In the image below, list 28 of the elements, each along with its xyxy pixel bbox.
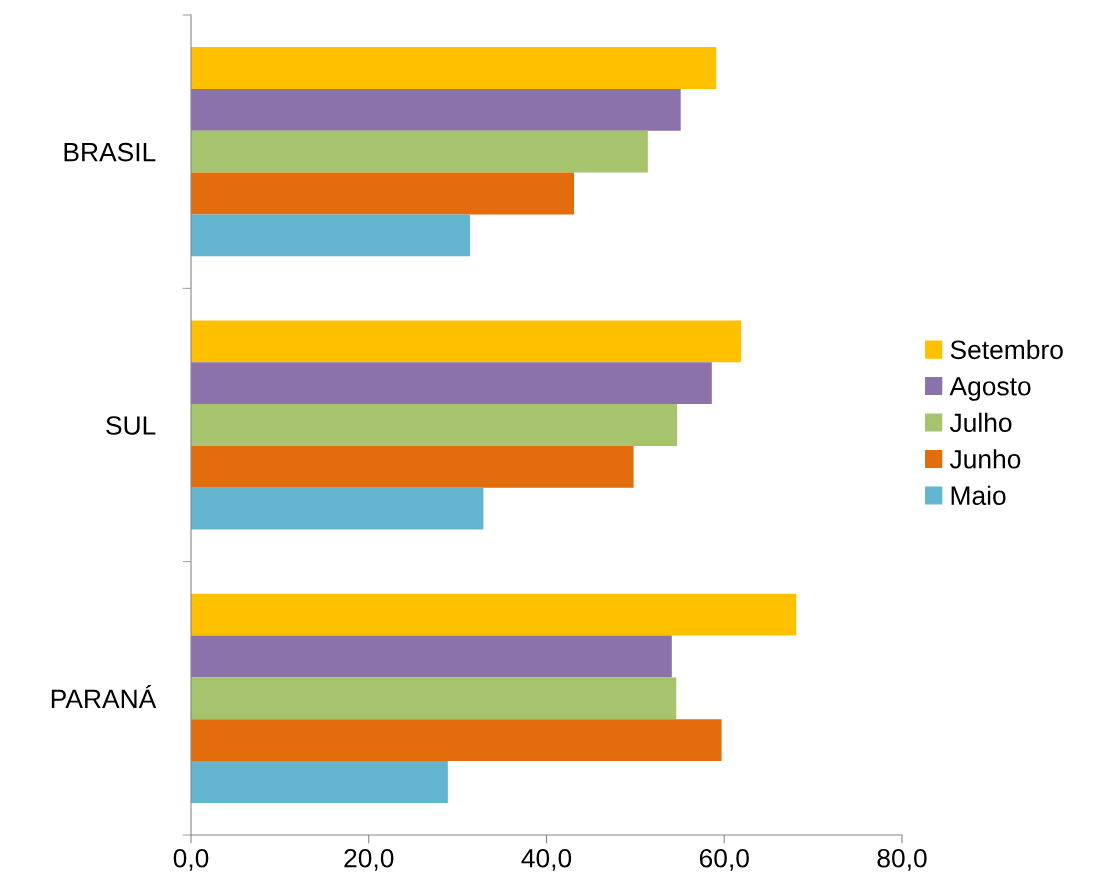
legend-label: Setembro bbox=[950, 339, 1063, 360]
y-tick-label: PARANÁ bbox=[51, 685, 157, 708]
y-tick-label: BRASIL bbox=[64, 142, 156, 162]
legend-label: Julho bbox=[949, 412, 1012, 433]
bar bbox=[191, 320, 742, 363]
x-tick-label: 60,0 bbox=[699, 848, 749, 871]
bar bbox=[191, 677, 677, 720]
bar bbox=[191, 719, 722, 762]
bar bbox=[191, 445, 634, 488]
legend-label: Junho bbox=[949, 449, 1021, 469]
x-tick-label: 0,0 bbox=[173, 848, 209, 871]
x-tick-label: 40,0 bbox=[521, 848, 572, 871]
bar bbox=[191, 362, 712, 405]
bar bbox=[191, 47, 717, 89]
y-tick-label: SUL bbox=[106, 416, 156, 435]
bar bbox=[191, 761, 448, 803]
bar bbox=[191, 130, 648, 173]
bar bbox=[191, 88, 681, 131]
bar bbox=[191, 593, 797, 636]
legend-label: Agosto bbox=[949, 377, 1031, 401]
legend-label: Maio bbox=[951, 485, 1006, 506]
x-tick-label: 20,0 bbox=[344, 848, 394, 871]
bar bbox=[191, 404, 678, 446]
x-tick-label: 80,0 bbox=[877, 848, 927, 871]
bar bbox=[191, 214, 471, 257]
bar bbox=[191, 487, 484, 530]
bar bbox=[191, 172, 575, 215]
bar bbox=[191, 635, 672, 678]
